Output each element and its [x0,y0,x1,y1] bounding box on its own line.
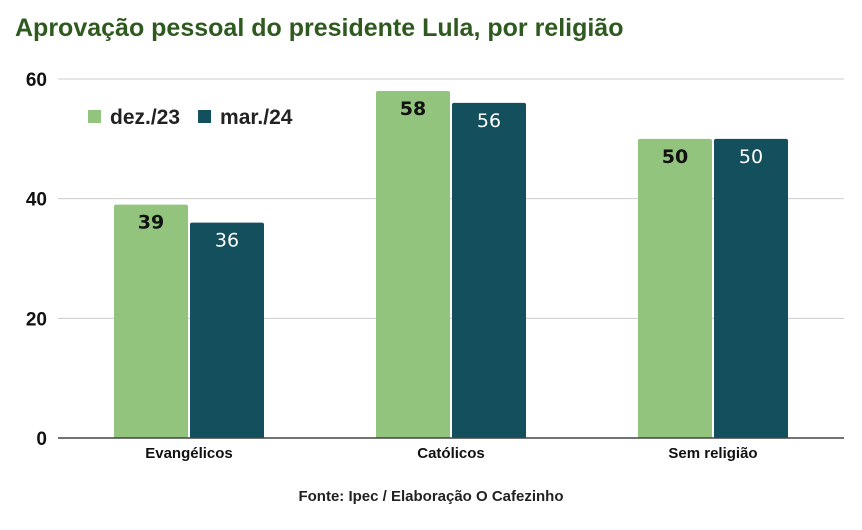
source-note: Fonte: Ipec / Elaboração O Cafezinho [298,488,564,505]
data-label-1-0: 58 [400,98,426,120]
data-label-2-1: 50 [739,146,763,168]
data-label-0-0: 39 [138,212,164,234]
bar-1-0 [376,90,450,438]
y-tick-label-2: 40 [26,190,47,211]
legend-label-0: dez./23 [110,106,180,129]
data-label-0-1: 36 [215,230,239,252]
bar-2-0 [638,138,712,439]
x-tick-label-1: Católicos [417,445,485,462]
y-tick-label-3: 60 [26,70,47,91]
bar-1-1 [452,102,526,438]
data-label-1-1: 56 [477,110,501,132]
bars [114,90,788,439]
bar-0-1 [190,222,264,438]
legend-label-1: mar./24 [220,106,293,129]
bar-2-1 [714,138,788,439]
x-tick-label-2: Sem religião [668,445,757,462]
chart-title: Aprovação pessoal do presidente Lula, po… [15,14,624,42]
legend: dez./23 mar./24 [88,106,293,129]
bar-0-0 [114,204,188,438]
legend-swatch-1 [198,110,212,123]
legend-swatch-0 [88,110,101,123]
y-tick-label-1: 20 [26,309,47,330]
x-tick-label-0: Evangélicos [145,445,233,462]
y-tick-label-0: 0 [36,429,47,450]
axes: 0 20 40 60 Evangélicos Católicos Sem religião [26,70,844,462]
data-labels: 39 36 58 56 50 50 [138,98,763,252]
gridlines [58,78,844,319]
data-label-2-0: 50 [662,146,688,168]
